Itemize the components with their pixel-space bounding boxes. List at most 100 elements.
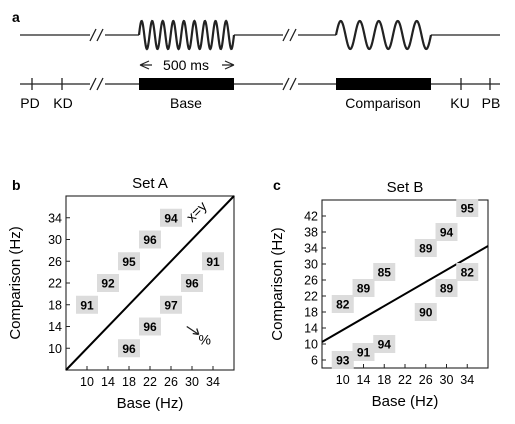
y-tick-label: 14: [48, 320, 62, 334]
identity-line-label: x=y: [183, 198, 210, 225]
event-labels: PD KD Base Comparison KU PB: [20, 95, 500, 111]
percent-correct-label: 94: [378, 338, 392, 352]
percent-correct-label: 89: [357, 282, 371, 296]
regression-line: [321, 245, 489, 343]
stimulus-pair-marker: [414, 239, 437, 257]
event-label-pd: PD: [20, 95, 39, 111]
stimulus-pair-marker: [160, 295, 182, 314]
stimulus-pair-marker: [97, 274, 119, 292]
y-tick-label: 10: [304, 338, 318, 352]
x-tick-label: 22: [143, 375, 157, 389]
event-label-kd: KD: [53, 95, 72, 111]
duration-indicator: 500 ms: [139, 57, 235, 73]
y-tick-label: 34: [48, 211, 62, 225]
x-tick-label: 26: [419, 373, 433, 387]
panel-b-chart: b Set A 10 14 18 22 26 30 34 10 14 18 22 26 30 34 Base …: [7, 175, 235, 412]
percent-correct-label: 90: [419, 306, 433, 320]
percent-correct-label: 92: [101, 277, 115, 291]
event-label-pb: PB: [482, 95, 501, 111]
percent-correct-label: 93: [336, 354, 350, 368]
stimulus-pair-marker: [352, 279, 375, 297]
x-tick-label: 10: [80, 375, 94, 389]
panel-a: a 500 ms: [12, 9, 500, 111]
stimulus-pair-marker: [139, 317, 161, 336]
stimulus-pair-marker: [435, 279, 458, 297]
y-tick-label: 26: [48, 255, 62, 269]
base-stimulus-bar: [139, 78, 234, 90]
event-label-base: Base: [170, 95, 202, 111]
percent-correct-label: 82: [461, 266, 475, 280]
y-tick-label: 30: [48, 233, 62, 247]
axis-break-mark: [89, 77, 104, 91]
y-tick-label: 38: [304, 226, 318, 240]
y-tick-label: 22: [304, 290, 318, 304]
stimulus-pair-marker: [139, 230, 161, 249]
y-tick-label: 34: [304, 242, 318, 256]
x-tick-label: 10: [336, 373, 350, 387]
identity-line: [65, 195, 235, 371]
x-tick-label: 30: [185, 375, 199, 389]
event-label-comparison: Comparison: [345, 95, 420, 111]
percent-correct-label: 95: [122, 255, 136, 269]
y-axis-label: Comparison (Hz): [7, 226, 24, 339]
x-axis-label: Base (Hz): [117, 395, 184, 412]
stimulus-pair-marker: [331, 295, 354, 313]
percent-correct-label: 96: [143, 233, 157, 247]
left-arrow-icon: [139, 60, 152, 70]
y-tick-label: 30: [304, 258, 318, 272]
x-tick-label: 34: [206, 375, 220, 389]
annotation-arrow-icon: [186, 325, 200, 336]
stimulus-pair-marker: [202, 252, 224, 271]
y-tick-label: 18: [304, 306, 318, 320]
stimulus-pair-marker: [331, 351, 354, 369]
percent-correct-label: 89: [440, 282, 454, 296]
stimulus-pair-marker: [118, 252, 140, 271]
stimulus-trace: [20, 19, 500, 51]
y-axis-label: Comparison (Hz): [269, 227, 286, 340]
stimulus-pair-marker: [435, 223, 458, 241]
percent-correct-label: 94: [164, 211, 178, 225]
percent-correct-label: 82: [336, 298, 350, 312]
comparison-stimulus-bar: [336, 78, 431, 90]
percent-correct-label: 94: [440, 226, 454, 240]
percent-correct-label: 91: [80, 298, 94, 312]
stimulus-pair-marker: [414, 303, 437, 321]
x-tick-label: 18: [377, 373, 391, 387]
percent-correct-label: 85: [378, 266, 392, 280]
percent-correct-label: 97: [164, 298, 178, 312]
x-tick-label: 14: [101, 375, 115, 389]
plot-frame: [321, 199, 489, 369]
panel-b-label: b: [12, 177, 21, 193]
percent-correct-label: 96: [122, 342, 136, 356]
percent-correct-label: 96: [143, 320, 157, 334]
axis-break-mark: [282, 77, 297, 91]
y-tick-label: 6: [311, 354, 318, 368]
axis-break-mark: [89, 28, 104, 42]
x-tick-label: 14: [357, 373, 371, 387]
percent-correct-label: 91: [206, 255, 220, 269]
panel-a-label: a: [12, 9, 20, 25]
axis-break-mark: [282, 28, 297, 42]
y-tick-label: 18: [48, 298, 62, 312]
x-tick-label: 34: [460, 373, 474, 387]
chart-title: Set B: [387, 179, 424, 196]
y-tick-label: 22: [48, 277, 62, 291]
y-tick-label: 42: [304, 210, 318, 224]
percent-correct-label: 91: [357, 346, 371, 360]
y-tick-label: 14: [304, 322, 318, 336]
chart-title: Set A: [132, 175, 168, 192]
panel-c-chart: c Set B 10 14 18 22 26 30 34 6 10 14 18 22 26 30 34 38 42…: [269, 177, 489, 410]
event-label-ku: KU: [450, 95, 469, 111]
x-tick-label: 18: [122, 375, 136, 389]
stimulus-pair-marker: [352, 343, 375, 361]
stimulus-pair-marker: [118, 339, 140, 358]
y-tick-label: 26: [304, 274, 318, 288]
x-tick-label: 26: [164, 375, 178, 389]
stimulus-pair-marker: [76, 295, 98, 314]
stimulus-pair-marker: [373, 335, 396, 353]
x-tick-label: 30: [440, 373, 454, 387]
base-vibration-wave: [137, 19, 236, 51]
percent-annotation: %: [199, 332, 211, 348]
panel-c-label: c: [273, 177, 281, 193]
